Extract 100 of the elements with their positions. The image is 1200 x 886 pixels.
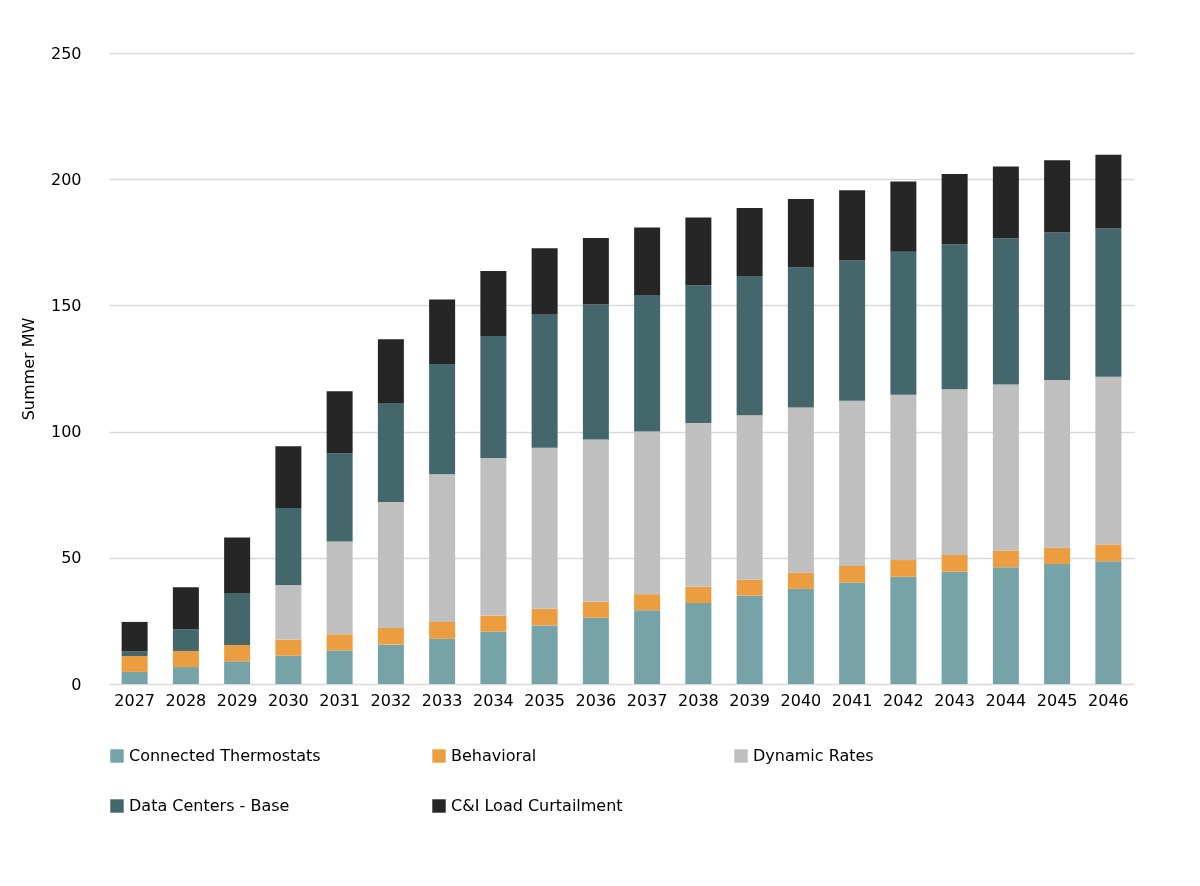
bar [839,582,866,684]
bar [172,667,199,684]
bar [736,207,763,277]
bar [1095,376,1122,545]
bar [377,644,404,684]
bar [685,586,712,603]
bar [275,446,302,509]
bar [890,560,917,577]
bar [429,299,456,364]
bar [480,271,507,336]
bar [326,650,353,684]
x-tick-label: 2035 [524,690,565,710]
bar [275,508,302,586]
legend-label: Behavioral [451,746,537,765]
x-tick-label: 2040 [780,690,822,710]
bar [992,238,1019,385]
bar [582,617,609,684]
bar [531,608,558,626]
bar [685,217,712,286]
bar [172,650,199,668]
bar [736,579,763,596]
bar [941,244,968,390]
bar [1044,547,1071,565]
bar [634,610,661,684]
x-tick-label: 2041 [831,690,873,710]
bar [1095,561,1122,684]
x-tick-label: 2038 [678,690,719,710]
bar [941,571,968,684]
bar [121,671,148,684]
bar [992,384,1019,551]
bar [1044,232,1071,381]
bar [634,227,661,296]
x-tick-label: 2037 [626,690,668,710]
bar [275,655,302,684]
bar [890,576,917,684]
bar [224,537,251,593]
bar [377,403,404,503]
bar [224,592,251,645]
bar [941,555,968,572]
x-tick-label: 2046 [1088,690,1129,710]
bar [275,585,302,640]
bar [890,394,917,561]
bar [787,588,814,684]
bar [531,447,558,609]
bar [429,363,456,475]
x-tick-label: 2034 [473,690,514,710]
bar [326,453,353,542]
bar [326,634,353,651]
bar [992,166,1019,239]
bar [634,594,661,611]
bar [121,621,148,652]
y-tick-label: 200 [50,169,82,189]
x-tick-label: 2039 [729,690,770,710]
x-tick-label: 2036 [575,690,617,710]
bar [839,190,866,261]
legend-label: C&I Load Curtailment [451,796,623,815]
bar [121,651,148,656]
legend-label: Connected Thermostats [129,746,321,765]
bar [224,661,251,684]
x-tick-label: 2031 [319,690,360,710]
bar [429,474,456,622]
bar [121,655,148,672]
bar [787,407,814,573]
bar [992,550,1019,568]
bar [531,625,558,684]
bar [1095,154,1122,229]
bar [634,431,661,595]
x-tick-label: 2027 [114,690,155,710]
bar [787,267,814,408]
x-tick-label: 2028 [165,690,207,710]
x-tick-label: 2032 [370,690,412,710]
bar [890,181,917,252]
bar [531,313,558,448]
bar [1044,380,1071,548]
y-tick-label: 0 [71,674,82,694]
bar [326,541,353,635]
bar [941,173,968,245]
bar [275,639,302,656]
bar [787,198,814,268]
bar [582,304,609,440]
bar [224,644,251,662]
legend-label: Data Centers - Base [129,796,290,815]
y-tick-label: 50 [61,548,82,568]
bar [429,638,456,684]
bar [429,621,456,639]
legend-label: Dynamic Rates [753,746,874,765]
bar [787,572,814,589]
x-tick-label: 2044 [985,690,1027,710]
bar [839,400,866,566]
bar [839,260,866,401]
bar [172,587,199,630]
bar [582,601,609,618]
y-tick-label: 150 [50,295,82,315]
bar [1095,228,1122,377]
bar [326,391,353,454]
bar [890,251,917,395]
bar [582,238,609,305]
bar [531,248,558,314]
x-tick-label: 2029 [216,690,258,710]
y-axis-title: Summer MW [18,317,38,421]
